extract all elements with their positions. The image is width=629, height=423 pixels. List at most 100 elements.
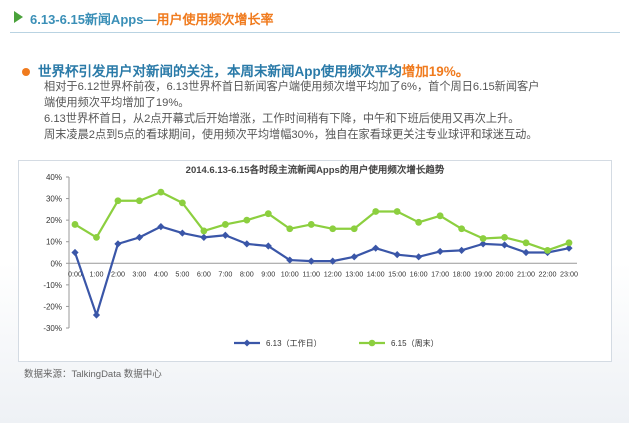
data-point-series-2 — [243, 216, 251, 224]
line-chart: 2014.6.13-6.15各时段主流新闻Apps的用户使用频次增长趋势 40% 3… — [43, 164, 578, 348]
data-point-series-2 — [436, 212, 444, 220]
x-tick-label: 14:00 — [367, 269, 385, 278]
data-point-series-1 — [458, 246, 466, 254]
x-tick-label: 22:00 — [539, 269, 557, 278]
x-tick-label: 5:00 — [175, 269, 189, 278]
data-point-series-2 — [71, 221, 79, 228]
x-tick-label: 12:00 — [324, 269, 342, 278]
x-tick-label: 2:00 — [111, 269, 125, 278]
data-point-series-2 — [501, 234, 508, 241]
data-point-series-1 — [71, 248, 79, 257]
header-divider — [10, 32, 620, 33]
data-point-series-2 — [114, 197, 122, 205]
x-tick-label: 18:00 — [453, 269, 471, 278]
data-point-series-2 — [329, 225, 337, 233]
data-point-series-2 — [157, 188, 165, 196]
y-tick-label: 20% — [46, 216, 62, 225]
x-tick-label: 19:00 — [474, 269, 492, 278]
data-point-series-1 — [522, 248, 530, 257]
x-tick-label: 10:00 — [281, 269, 299, 278]
x-tick-label: 7:00 — [218, 269, 232, 278]
data-point-series-2 — [264, 210, 272, 218]
data-point-series-2 — [286, 225, 294, 233]
data-point-series-1 — [436, 247, 444, 256]
data-point-series-1 — [393, 251, 401, 259]
slide-title-main: 6.13-6.15新闻Apps — [30, 12, 144, 27]
data-point-series-1 — [372, 244, 380, 252]
data-point-series-2 — [350, 225, 358, 233]
series-line-1 — [73, 225, 570, 317]
y-tick-label: 30% — [46, 195, 62, 204]
data-point-series-2 — [544, 246, 551, 254]
data-point-series-1 — [479, 240, 487, 248]
body-line: 相对于6.12世界杯前夜，6.13世界杯首日新闻客户端使用频次增平均加了6%，首… — [44, 81, 540, 93]
data-point-series-1 — [243, 240, 251, 248]
x-tick-label: 23:00 — [560, 269, 578, 278]
x-tick-label: 3:00 — [132, 269, 146, 278]
legend-label: 6.13（工作日） — [266, 338, 322, 348]
data-point-series-2 — [522, 239, 530, 247]
headline: 世界杯引发用户对新闻的关注，本周末新闻App使用频次平均增加19%。 — [38, 60, 469, 80]
slide-title-sub: 用户使用频次增长率 — [156, 12, 274, 27]
body-line: 6.13世界杯首日，从2点开幕式后开始增涨，工作时间稍有下降，中午和下班后使用又… — [44, 113, 520, 125]
x-tick-label: 9:00 — [261, 269, 275, 278]
legend-label: 6.15（周末） — [391, 338, 439, 348]
x-tick-label: 21:00 — [517, 269, 535, 278]
data-source: 数据来源：TalkingData 数据中心 — [24, 369, 162, 380]
data-point-series-2 — [565, 239, 573, 247]
data-point-series-1 — [221, 231, 229, 239]
chart-title: 2014.6.13-6.15各时段主流新闻Apps的用户使用频次增长趋势 — [186, 164, 445, 176]
body-line: 端使用频次平均增加了19%。 — [44, 97, 190, 109]
body-line: 周末凌晨2点到5点的看球期间，使用频次平均增幅30%，独自在家看球更关注专业球评… — [44, 129, 538, 141]
data-point-series-2 — [372, 208, 380, 215]
x-tick-label: 15:00 — [388, 269, 406, 278]
headline-highlight: 增加19%。 — [401, 64, 470, 79]
data-point-series-2 — [200, 227, 208, 235]
triangle-bullet-icon — [14, 11, 23, 23]
headline-text: 世界杯引发用户对新闻的关注，本周末新闻App使用频次平均 — [38, 64, 402, 79]
x-tick-label: 4:00 — [154, 269, 168, 278]
x-tick-label: 13:00 — [345, 269, 363, 278]
y-tick-label: 40% — [46, 173, 62, 182]
legend-marker — [368, 339, 376, 347]
data-point-series-1 — [135, 233, 144, 241]
data-point-series-2 — [479, 235, 487, 242]
slide-title: 6.13-6.15新闻Apps—用户使用频次增长率 — [30, 9, 273, 28]
x-tick-label: 6:00 — [197, 269, 211, 278]
data-point-series-2 — [307, 221, 315, 228]
x-tick-label: 11:00 — [303, 269, 320, 278]
data-point-series-2 — [178, 199, 186, 207]
data-point-series-1 — [200, 233, 208, 241]
x-tick-label: 1:00 — [89, 269, 103, 278]
x-tick-label: 0:00 — [68, 269, 82, 278]
x-tick-label: 17:00 — [431, 269, 449, 278]
x-tick-label: 8:00 — [240, 269, 254, 278]
y-tick-label: 10% — [46, 238, 62, 247]
data-point-series-2 — [415, 218, 423, 226]
data-point-series-1 — [178, 229, 186, 237]
series-line-2 — [74, 191, 570, 252]
y-tick-label: -10% — [43, 281, 62, 290]
x-tick-label: 20:00 — [496, 269, 514, 278]
orange-dot-icon — [22, 68, 30, 76]
body-paragraph: 相对于6.12世界杯前夜，6.13世界杯首日新闻客户端使用频次增平均加了6%，首… — [44, 79, 624, 143]
chart-panel: 2014.6.13-6.15各时段主流新闻Apps的用户使用频次增长趋势 40% 3… — [18, 160, 612, 362]
data-point-series-2 — [136, 197, 143, 205]
data-point-series-1 — [350, 253, 358, 261]
data-point-series-2 — [393, 208, 401, 215]
x-tick-label: 16:00 — [410, 269, 428, 278]
y-tick-label: -20% — [43, 302, 62, 311]
data-point-series-1 — [415, 253, 423, 261]
data-point-series-1 — [157, 223, 165, 231]
y-tick-label: 0% — [50, 259, 62, 268]
y-tick-label: -30% — [43, 324, 62, 333]
slide-header: 6.13-6.15新闻Apps—用户使用频次增长率 — [0, 0, 629, 36]
data-point-series-2 — [458, 225, 466, 233]
slide-title-separator: — — [143, 12, 157, 27]
data-point-series-1 — [500, 241, 509, 249]
data-point-series-2 — [221, 221, 229, 228]
legend-marker — [243, 339, 251, 347]
data-point-series-1 — [114, 240, 122, 248]
data-point-series-2 — [93, 234, 100, 241]
data-point-series-1 — [92, 311, 101, 319]
